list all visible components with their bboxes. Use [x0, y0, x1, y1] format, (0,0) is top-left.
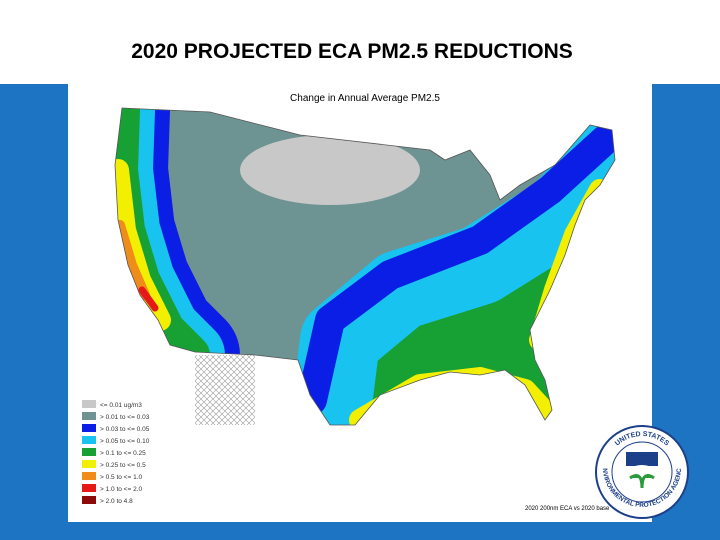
map-footnote: 2020 200nm ECA vs 2020 base: [525, 506, 610, 512]
legend-swatch: [82, 424, 96, 432]
legend-swatch: [82, 448, 96, 456]
legend-label: > 0.03 to <= 0.05: [100, 426, 150, 433]
legend-swatch: [82, 496, 96, 504]
legend: <= 0.01 ug/m3 > 0.01 to <= 0.03 > 0.03 to …: [82, 400, 150, 505]
map-title: Change in Annual Average PM2.5: [290, 93, 440, 104]
legend-label: > 0.25 to <= 0.5: [100, 462, 146, 469]
us-outline: [114, 107, 616, 426]
legend-label: > 0.5 to <= 1.0: [100, 474, 142, 481]
legend-swatch: [82, 436, 96, 444]
legend-label: <= 0.01 ug/m3: [100, 402, 142, 409]
legend-swatch: [82, 460, 96, 468]
legend-swatch: [82, 472, 96, 480]
legend-label: > 0.01 to <= 0.03: [100, 414, 150, 421]
legend-label: > 0.05 to <= 0.10: [100, 438, 150, 445]
mexico-hatch: [195, 355, 255, 425]
legend-label: > 1.0 to <= 2.0: [100, 486, 142, 493]
legend-swatch: [82, 400, 96, 408]
legend-swatch: [82, 412, 96, 420]
slide-title: 2020 PROJECTED ECA PM2.5 REDUCTIONS: [131, 40, 573, 63]
title-bar: [0, 0, 720, 84]
legend-label: > 2.0 to 4.8: [100, 498, 133, 505]
map-shapes: [115, 108, 615, 425]
legend-label: > 0.1 to <= 0.25: [100, 450, 146, 457]
legend-swatch: [82, 484, 96, 492]
